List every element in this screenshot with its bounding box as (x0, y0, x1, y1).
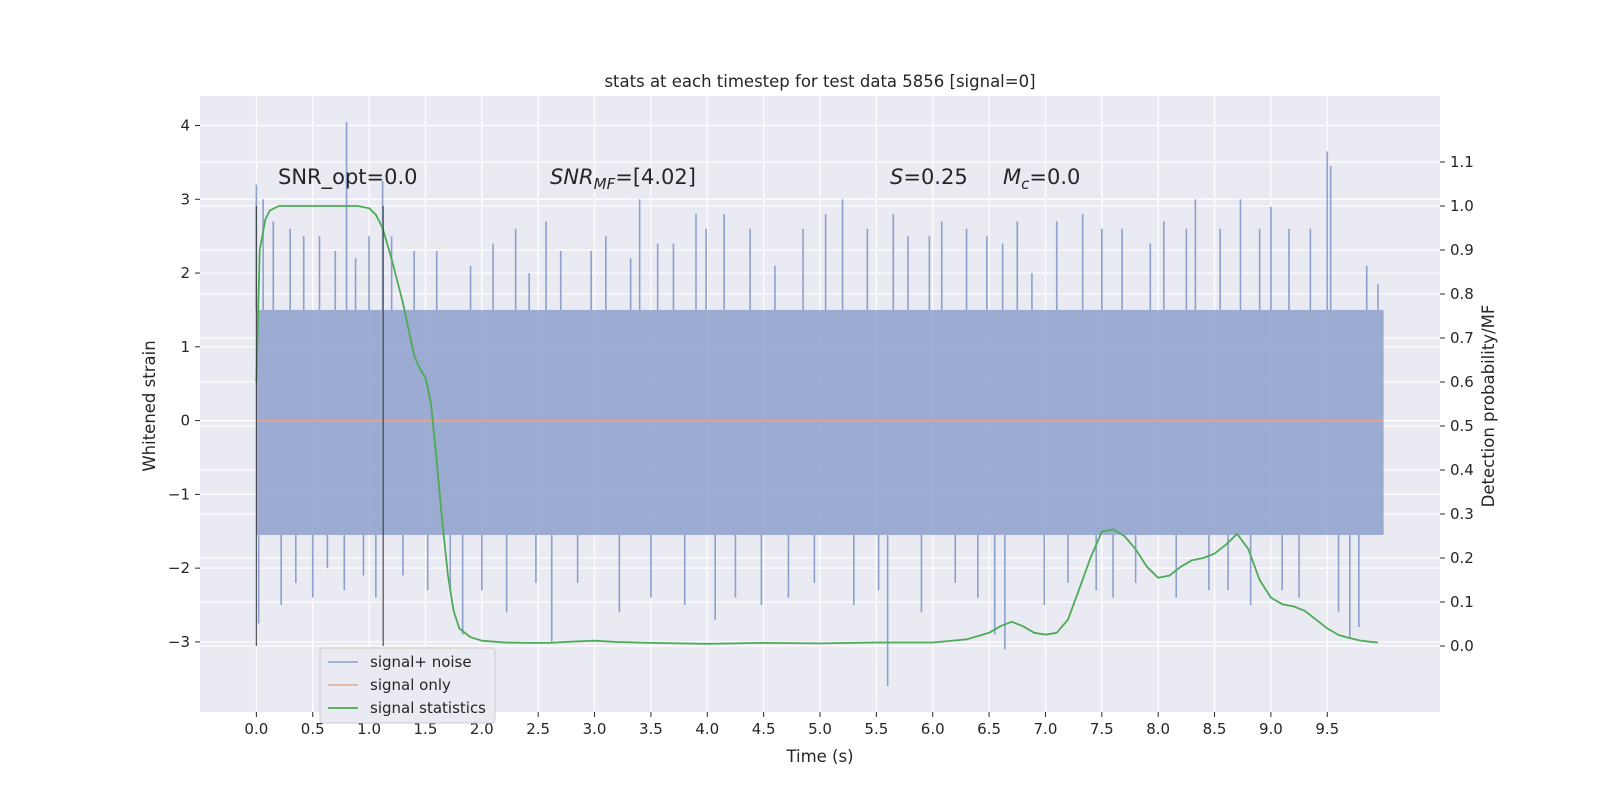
y2-tick-label: 0.3 (1450, 505, 1474, 523)
x-tick-label: 8.5 (1203, 720, 1227, 738)
y-axis-title: Whitened strain (140, 340, 159, 471)
annotation-snr-mf: SNRMF=[4.02] (550, 165, 696, 193)
x-tick-label: 2.0 (470, 720, 494, 738)
noise-band (256, 309, 1384, 535)
noise-spikes (255, 121, 1379, 687)
vertical-markers (255, 206, 384, 646)
x-tick-label: 6.0 (921, 720, 945, 738)
y-tick-label: −2 (168, 559, 190, 577)
y2-tick-label: 0.0 (1450, 637, 1474, 655)
y2-tick-label: 0.2 (1450, 549, 1474, 567)
y2-tick-label: 1.0 (1450, 197, 1474, 215)
x-tick-label: 0.0 (244, 720, 268, 738)
x-axis-title: Time (s) (785, 747, 853, 766)
y2-tick-label: 0.5 (1450, 417, 1474, 435)
noise-band-fill (256, 309, 1384, 535)
y-tick-label: 2 (180, 264, 190, 282)
x-tick-label: 8.0 (1146, 720, 1170, 738)
y-tick-label: −1 (168, 485, 190, 503)
legend: signal+ noise signal only signal statist… (319, 647, 496, 724)
x-tick-label: 5.0 (808, 720, 832, 738)
y2-axis-title: Detection probability/MF (1479, 305, 1498, 508)
x-tick-label: 6.5 (977, 720, 1001, 738)
legend-label-signal-statistics: signal statistics (370, 699, 486, 717)
legend-label-signal-only: signal only (370, 676, 451, 694)
x-tick-label: 7.5 (1090, 720, 1114, 738)
y2-tick-label: 1.1 (1450, 153, 1474, 171)
y-tick-label: 0 (180, 412, 190, 430)
x-tick-label: 1.5 (414, 720, 438, 738)
legend-label-signal-noise: signal+ noise (370, 653, 472, 671)
x-tick-label: 4.0 (695, 720, 719, 738)
annotation-mc: Mc=0.0 (1003, 165, 1080, 193)
x-tick-label: 0.5 (301, 720, 325, 738)
y-tick-label: 1 (180, 338, 190, 356)
x-tick-label: 3.0 (583, 720, 607, 738)
x-tick-label: 1.0 (357, 720, 381, 738)
y-axis-ticks: 4 3 2 1 0 −1 −2 −3 (168, 117, 200, 651)
x-tick-label: 4.5 (752, 720, 776, 738)
annotation-mc-subscript: c (1021, 175, 1030, 193)
x-tick-label: 5.5 (864, 720, 888, 738)
annotation-s: S=0.25 (890, 165, 968, 189)
signal-statistics-path (255, 205, 1379, 645)
x-tick-label: 9.5 (1315, 720, 1339, 738)
x-tick-label: 7.0 (1034, 720, 1058, 738)
y2-tick-label: 0.7 (1450, 329, 1474, 347)
x-tick-label: 9.0 (1259, 720, 1283, 738)
x-tick-label: 2.5 (526, 720, 550, 738)
y2-axis-ticks: 1.1 1.0 0.9 0.8 0.7 0.6 0.5 0.4 0.3 0.2 0.1 0.0 (1440, 153, 1474, 655)
y2-tick-label: 0.6 (1450, 373, 1474, 391)
y2-tick-label: 0.8 (1450, 285, 1474, 303)
y2-tick-label: 0.1 (1450, 593, 1474, 611)
y2-tick-label: 0.4 (1450, 461, 1474, 479)
annotation-snr-mf-symbol: SNR (550, 165, 594, 189)
y-tick-label: −3 (168, 633, 190, 651)
signal-statistics-line (255, 205, 1379, 645)
annotation-mc-value: =0.0 (1029, 165, 1080, 189)
annotation-mc-symbol: M (1003, 165, 1021, 189)
y2-tick-label: 0.9 (1450, 241, 1474, 259)
annotation-snr-mf-value: =[4.02] (615, 165, 696, 189)
legend-box (319, 647, 496, 724)
chart-title: stats at each timestep for test data 585… (604, 72, 1035, 91)
y-tick-label: 3 (180, 190, 190, 208)
annotation-s-symbol: S (890, 165, 903, 189)
annotation-snr-opt: SNR_opt=0.0 (278, 165, 418, 190)
x-axis-ticks: 0.0 0.5 1.0 1.5 2.0 2.5 3.0 3.5 4.0 4.5 5.0 5.5 6.0 6… (244, 712, 1339, 738)
annotation-snr-mf-subscript: MF (594, 175, 616, 193)
x-tick-label: 3.5 (639, 720, 663, 738)
annotation-s-value: =0.25 (903, 165, 967, 189)
y-tick-label: 4 (180, 117, 190, 135)
